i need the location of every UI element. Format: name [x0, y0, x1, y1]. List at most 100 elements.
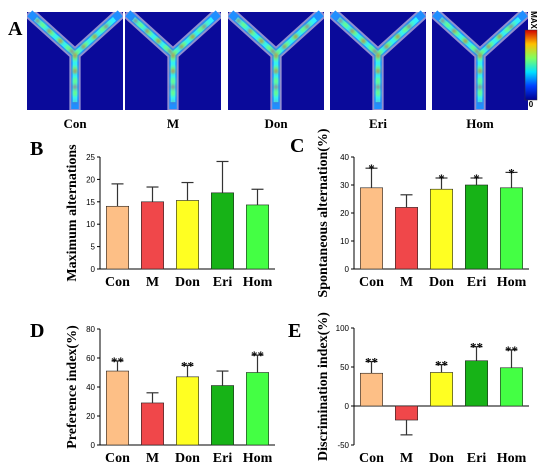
- chart-maximum-alternations: 0 5 10 15 20 25 Maximum alternations Con M Don Eri…: [65, 144, 275, 290]
- colorbar-max-label: MAX: [529, 11, 538, 29]
- bar-don: [176, 200, 200, 270]
- y-tick-label: 0: [345, 402, 350, 411]
- panel-label-b: B: [30, 138, 43, 160]
- category-label-eri: Eri: [213, 275, 233, 290]
- y-tick-label: 0: [91, 441, 96, 450]
- heatmap-con: Con: [27, 12, 123, 131]
- category-label-don: Don: [175, 275, 200, 290]
- y-tick-label: 25: [86, 153, 95, 162]
- bar-eri: [211, 192, 235, 270]
- y-tick-label: 40: [340, 153, 349, 162]
- y-tick-label: 100: [336, 324, 350, 333]
- heatmap-label: Eri: [369, 116, 387, 131]
- category-label-don: Don: [175, 451, 200, 466]
- bar-eri: [464, 360, 488, 407]
- bar-hom: [499, 187, 523, 270]
- y-tick-label: 0: [345, 265, 350, 274]
- significance-mark: *: [438, 171, 445, 186]
- bar-eri: [211, 385, 235, 446]
- y-tick-label: 50: [340, 363, 349, 372]
- y-tick-label: 20: [86, 175, 95, 184]
- y-axis-label: Preference index(%): [65, 325, 80, 449]
- y-tick-label: 60: [86, 354, 95, 363]
- significance-mark: **: [470, 340, 483, 355]
- heatmap-label: Don: [264, 116, 288, 131]
- category-label-m: M: [146, 451, 159, 466]
- heatmap-label: Con: [63, 116, 87, 131]
- y-axis-label: Discrimination index(%): [316, 312, 331, 461]
- y-tick-label: 30: [340, 181, 349, 190]
- category-label-con: Con: [105, 275, 130, 290]
- colorbar-gradient: [524, 29, 538, 101]
- category-label-hom: Hom: [497, 275, 527, 290]
- colorbar: MAX 0: [524, 11, 538, 109]
- significance-mark: **: [251, 348, 264, 363]
- significance-mark: **: [435, 358, 448, 373]
- y-tick-label: 80: [86, 325, 95, 334]
- significance-mark: **: [181, 358, 194, 373]
- y-tick-label: 20: [340, 209, 349, 218]
- heatmap-label: Hom: [466, 116, 494, 131]
- bar-don: [176, 376, 200, 446]
- y-tick-label: 10: [86, 220, 95, 229]
- category-label-eri: Eri: [467, 451, 487, 466]
- category-label-m: M: [146, 275, 159, 290]
- heatmap-row: Con M Don Eri Hom: [27, 12, 528, 131]
- panel-label-c: C: [290, 135, 304, 157]
- significance-mark: *: [508, 165, 515, 180]
- colorbar-min-label: 0: [529, 100, 534, 109]
- bar-m: [394, 405, 418, 421]
- y-tick-label: 20: [86, 412, 95, 421]
- panel-label-a: A: [8, 18, 23, 40]
- significance-mark: **: [505, 343, 518, 358]
- bar-con: [359, 187, 383, 270]
- bar-don: [429, 188, 453, 270]
- y-axis-label: Spontaneous alternation(%): [316, 128, 331, 298]
- bar-hom: [246, 372, 270, 446]
- bar-eri: [464, 184, 488, 270]
- category-label-con: Con: [359, 275, 384, 290]
- category-label-hom: Hom: [243, 451, 273, 466]
- significance-mark: *: [368, 161, 375, 176]
- category-label-eri: Eri: [213, 451, 233, 466]
- chart-spontaneous-alternation: 0 10 20 30 40 Spontaneous alternation(%) * Con M…: [316, 128, 529, 298]
- chart-discrimination-index: -50 0 50 100 Discrimination index(%) ** Con M **…: [316, 312, 529, 466]
- category-label-con: Con: [105, 451, 130, 466]
- category-label-don: Don: [429, 275, 454, 290]
- bar-m: [141, 402, 165, 446]
- y-tick-label: 0: [91, 265, 96, 274]
- y-tick-label: 10: [340, 237, 349, 246]
- bar-hom: [499, 367, 523, 407]
- panel-label-d: D: [30, 320, 44, 342]
- category-label-don: Don: [429, 451, 454, 466]
- category-label-con: Con: [359, 451, 384, 466]
- bar-m: [141, 201, 165, 270]
- significance-mark: **: [111, 354, 124, 369]
- chart-preference-index: 0 20 40 60 80 Preference index(%) ** Con M ** Don E…: [65, 325, 275, 466]
- category-label-hom: Hom: [243, 275, 273, 290]
- category-label-m: M: [400, 275, 413, 290]
- bar-hom: [246, 204, 270, 270]
- significance-mark: *: [473, 171, 480, 186]
- bar-m: [394, 207, 418, 270]
- bar-con: [106, 370, 130, 446]
- y-axis-label: Maximum alternations: [65, 144, 80, 282]
- heatmap-hom: Hom: [432, 12, 528, 131]
- category-label-eri: Eri: [467, 275, 487, 290]
- y-tick-label: 5: [91, 243, 96, 252]
- y-tick-label: 40: [86, 383, 95, 392]
- y-tick-label: 15: [86, 198, 95, 207]
- category-label-hom: Hom: [497, 451, 527, 466]
- bar-con: [359, 372, 383, 407]
- heatmap-eri: Eri: [330, 12, 426, 131]
- bar-don: [429, 372, 453, 407]
- significance-mark: **: [365, 355, 378, 370]
- heatmap-label: M: [167, 116, 179, 131]
- panel-label-e: E: [288, 320, 301, 342]
- heatmap-m: M: [125, 12, 221, 131]
- bar-con: [106, 205, 130, 270]
- y-tick-label: -50: [337, 441, 349, 450]
- category-label-m: M: [400, 451, 413, 466]
- heatmap-don: Don: [228, 12, 324, 131]
